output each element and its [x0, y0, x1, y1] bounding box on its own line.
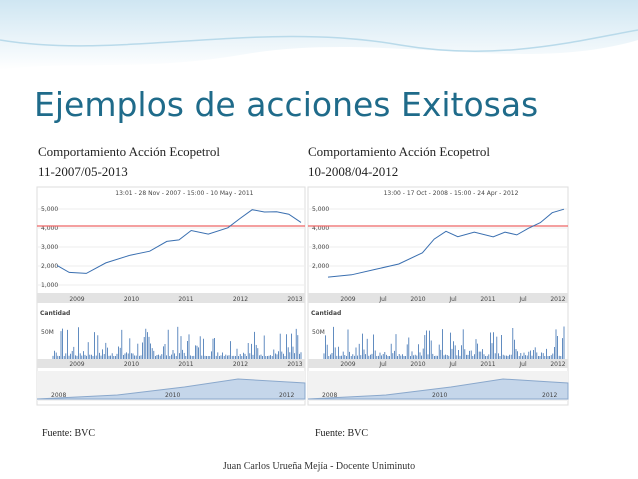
overview-label: 2012 — [542, 392, 557, 399]
chart-header: 13:00 - 17 Oct - 2008 - 15:00 - 24 Apr -… — [384, 190, 519, 197]
volume-x-label: Jul — [518, 361, 527, 368]
price-label: 4,000 — [41, 225, 58, 232]
price-line — [327, 208, 565, 278]
volume-x-label: 2011 — [178, 361, 193, 368]
x-label: 2009 — [69, 296, 84, 303]
x-label: Jul — [448, 296, 457, 303]
overview-label: 2010 — [432, 392, 447, 399]
volume-title: Cantidad — [311, 310, 341, 317]
footer: Juan Carlos Urueña Mejía - Docente Unimi… — [223, 461, 415, 472]
price-label: 3,000 — [312, 244, 329, 251]
x-label: Jul — [518, 296, 527, 303]
volume-x-label: 2012 — [233, 361, 248, 368]
volume-x-label: 2009 — [69, 361, 84, 368]
x-label: 2011 — [480, 296, 495, 303]
volume-x-label: Jul — [378, 361, 387, 368]
source-note: Fuente: BVC — [42, 428, 95, 439]
volume-x-label: 2010 — [410, 361, 425, 368]
overview-label: 2012 — [279, 392, 294, 399]
wave-line — [0, 29, 638, 52]
overview-area — [36, 378, 306, 400]
volume-x-label: 2010 — [124, 361, 139, 368]
x-label: 2012 — [233, 296, 248, 303]
volume-title: Cantidad — [40, 310, 70, 317]
x-label: 2010 — [124, 296, 139, 303]
panel-heading: 11-2007/05-2013 — [38, 164, 128, 179]
volume-label: 50M — [312, 329, 325, 336]
price-label: 5,000 — [312, 206, 329, 213]
price-label: 2,000 — [312, 263, 329, 270]
slide-title: Ejemplos de acciones Exitosas — [34, 85, 538, 124]
overview-label: 2008 — [322, 392, 337, 399]
overview-label: 2008 — [51, 392, 66, 399]
stock-chart: 13:01 - 28 Nov - 2007 - 15:00 - 10 May -… — [36, 186, 306, 406]
panel-heading: 10-2008/04-2012 — [308, 164, 398, 179]
x-axis-strip — [37, 293, 305, 303]
volume-axis — [37, 359, 305, 368]
volume-x-label: 2011 — [480, 361, 495, 368]
volume-x-label: 2013 — [287, 361, 302, 368]
price-line — [56, 209, 302, 274]
x-label: 2011 — [178, 296, 193, 303]
volume-axis — [308, 359, 568, 368]
panel-heading: Comportamiento Acción Ecopetrol — [38, 144, 220, 159]
x-label: 2009 — [340, 296, 355, 303]
x-label: Jul — [378, 296, 387, 303]
x-label: 2013 — [287, 296, 302, 303]
price-label: 5,000 — [41, 206, 58, 213]
x-axis-strip — [308, 293, 568, 303]
x-label: 2010 — [410, 296, 425, 303]
volume-x-label: 2012 — [550, 361, 565, 368]
overview-label: 2010 — [165, 392, 180, 399]
overview-area — [307, 378, 569, 400]
x-label: 2012 — [550, 296, 565, 303]
price-label: 1,000 — [41, 282, 58, 289]
source-note: Fuente: BVC — [315, 428, 368, 439]
price-label: 4,000 — [312, 225, 329, 232]
price-label: 3,000 — [41, 244, 58, 251]
chart-header: 13:01 - 28 Nov - 2007 - 15:00 - 10 May -… — [115, 190, 253, 197]
volume-x-label: 2009 — [340, 361, 355, 368]
panel-heading: Comportamiento Acción Ecopetrol — [308, 144, 490, 159]
price-label: 2,000 — [41, 263, 58, 270]
header-wave — [0, 0, 638, 70]
stock-chart: 13:00 - 17 Oct - 2008 - 15:00 - 24 Apr -… — [307, 186, 569, 406]
volume-label: 50M — [41, 329, 54, 336]
volume-x-label: Jul — [448, 361, 457, 368]
